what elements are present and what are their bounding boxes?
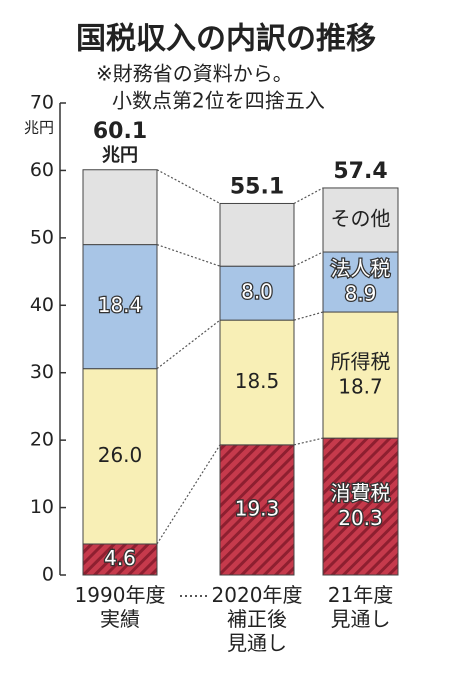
connector (156, 444, 221, 545)
y-unit: 兆円 (24, 119, 54, 137)
connector (293, 251, 324, 267)
bar-segment (219, 202, 295, 267)
value-label: 4.6 (104, 546, 136, 570)
total-label: 57.4 (333, 159, 387, 184)
y-tick-label: 50 (30, 226, 54, 248)
x-tick-label: 1990年度 実績 (74, 583, 166, 631)
connector (156, 244, 221, 267)
value-label: 8.0 (241, 280, 273, 304)
value-label: 18.7 (338, 375, 383, 399)
total-label: 55.1 (230, 174, 284, 199)
series-name: 消費税 (331, 481, 391, 505)
connector (293, 311, 324, 321)
bar-segment (82, 169, 158, 246)
y-tick-label: 30 (30, 361, 54, 383)
subtitle: ※財務省の資料から。 (96, 62, 293, 86)
connector (293, 437, 324, 446)
y-tick-label: 20 (30, 429, 54, 451)
chart-title: 国税収入の内訳の推移 (76, 22, 376, 57)
value-label: 18.5 (235, 369, 280, 393)
series-name: その他 (331, 206, 391, 230)
series-name: 所得税 (331, 350, 391, 374)
connector (156, 169, 221, 204)
value-label: 18.4 (98, 293, 143, 317)
bar-segment (219, 319, 295, 446)
bar-segment (322, 251, 399, 313)
bar-segment (82, 244, 158, 370)
series-name: 法人税 (331, 257, 391, 281)
x-tick-label: 21年度 見通し (327, 583, 394, 631)
y-tick-label: 0 (42, 564, 54, 586)
y-tick-label: 70 (30, 92, 54, 114)
x-tick-label: 2020年度 補正後 見通し (211, 583, 303, 655)
bar-segment (219, 265, 295, 321)
bar-segment (82, 368, 158, 545)
bar-segment (322, 311, 399, 439)
y-tick-label: 40 (30, 294, 54, 316)
bar-segment (219, 444, 295, 576)
connector (293, 187, 324, 204)
y-tick-label: 10 (30, 496, 54, 518)
value-label: 20.3 (338, 506, 383, 530)
bar-segment (322, 187, 399, 253)
subtitle: 小数点第2位を四捨五入 (112, 89, 325, 113)
total-label: 60.1 (93, 119, 147, 144)
total-unit: 兆円 (102, 145, 138, 166)
value-label: 26.0 (98, 443, 143, 467)
value-label: 19.3 (235, 496, 280, 520)
connector (156, 319, 221, 370)
y-tick-label: 60 (30, 159, 54, 181)
value-label: 8.9 (345, 282, 377, 306)
